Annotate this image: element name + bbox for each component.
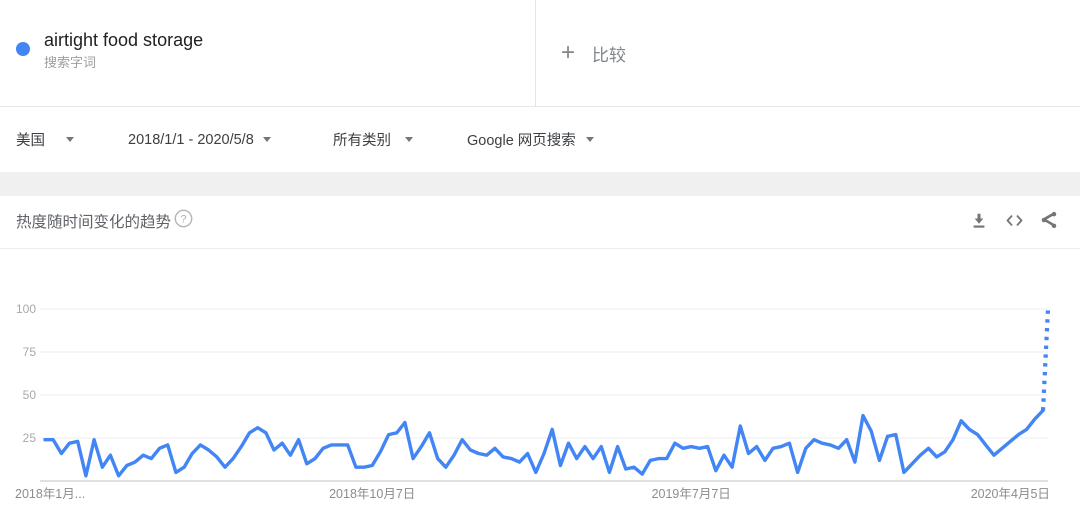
search-type-filter-label: Google 网页搜索: [467, 133, 576, 149]
chart-header: 热度随时间变化的趋势 ?: [0, 196, 1080, 249]
region-filter-dropdown[interactable]: 美国: [16, 107, 74, 172]
region-filter-label: 美国: [16, 133, 45, 149]
svg-text:25: 25: [23, 431, 37, 445]
chart-actions: [968, 209, 1060, 231]
embed-icon[interactable]: [1003, 209, 1025, 231]
compare-label: 比较: [592, 45, 627, 65]
filter-bar: 美国 2018/1/1 - 2020/5/8 所有类别 Google 网页搜索: [0, 107, 1080, 172]
svg-text:50: 50: [23, 388, 37, 402]
svg-text:2018年1月...: 2018年1月...: [15, 487, 85, 501]
download-icon[interactable]: [968, 209, 990, 231]
series-color-dot: [16, 42, 30, 56]
plus-icon: +: [561, 39, 576, 66]
date-range-filter-label: 2018/1/1 - 2020/5/8: [128, 131, 254, 148]
svg-text:?: ?: [180, 213, 186, 225]
card-divider: [535, 0, 536, 106]
search-term-card[interactable]: airtight food storage 搜索字词: [0, 0, 535, 106]
search-term-text: airtight food storage: [44, 30, 204, 50]
svg-text:75: 75: [23, 345, 37, 359]
search-type-filter-dropdown[interactable]: Google 网页搜索: [467, 107, 594, 172]
date-range-filter-dropdown[interactable]: 2018/1/1 - 2020/5/8: [128, 107, 271, 172]
chevron-down-icon: [262, 137, 271, 142]
section-separator: [0, 172, 1080, 196]
share-icon[interactable]: [1038, 209, 1060, 231]
category-filter-dropdown[interactable]: 所有类别: [333, 107, 413, 172]
chart-title: 热度随时间变化的趋势: [16, 214, 172, 231]
help-icon[interactable]: ?: [174, 209, 193, 228]
chevron-down-icon: [66, 137, 74, 142]
svg-text:2019年7月7日: 2019年7月7日: [652, 487, 731, 501]
svg-text:2020年4月5日: 2020年4月5日: [971, 487, 1050, 501]
trend-line-chart[interactable]: 25 50 75 100 2018年1月... 2018年10月7日 2019年7月7日 20…: [0, 270, 1080, 514]
chevron-down-icon: [405, 137, 413, 142]
search-term-type-label: 搜索字词: [44, 55, 97, 70]
interest-over-time-card: 热度随时间变化的趋势 ?: [0, 196, 1080, 514]
svg-text:100: 100: [16, 302, 36, 316]
chevron-down-icon: [585, 137, 594, 142]
add-comparison-button[interactable]: + 比较: [561, 0, 626, 106]
category-filter-label: 所有类别: [333, 133, 391, 149]
svg-text:2018年10月7日: 2018年10月7日: [329, 487, 415, 501]
query-cards-row: airtight food storage 搜索字词 + 比较: [0, 0, 1080, 107]
